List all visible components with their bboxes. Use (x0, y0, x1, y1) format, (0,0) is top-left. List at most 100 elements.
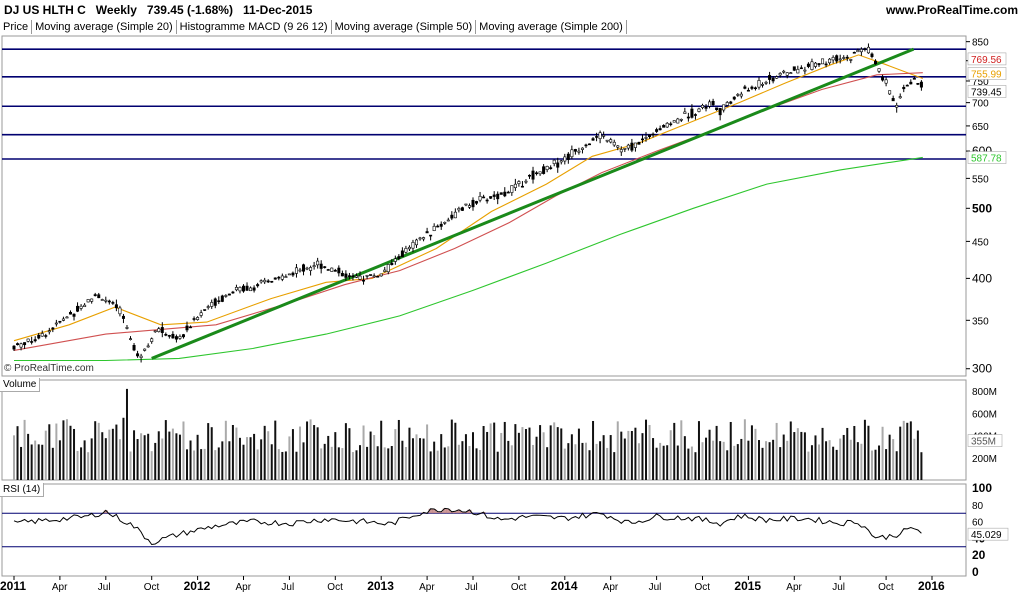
price-bar-body (330, 267, 334, 272)
volume-bar (214, 450, 217, 480)
price-bar (806, 62, 810, 69)
time-tick-label: Apr (52, 582, 68, 593)
volume-bar (143, 435, 146, 480)
price-bar (160, 322, 164, 338)
price-bar (902, 84, 906, 93)
price-bar (817, 63, 821, 68)
volume-bar (207, 423, 210, 480)
volume-bar (298, 426, 301, 480)
price-bar-body (150, 338, 154, 342)
last-price-label-box (967, 85, 1007, 98)
price-bar-body (453, 211, 457, 219)
price-bar-body (785, 72, 789, 76)
price-bar (796, 65, 800, 74)
price-bar (895, 102, 899, 113)
price-bar (86, 298, 90, 303)
rsi-overbought-fill (439, 511, 444, 514)
volume-bar (690, 446, 693, 480)
price-bar-body (319, 263, 323, 269)
price-bar (538, 171, 542, 176)
volume-bar (616, 421, 619, 480)
price-bar-body (527, 174, 531, 177)
price-bar-body (464, 203, 468, 206)
price-bar-body (796, 69, 800, 74)
volume-bar (740, 438, 743, 480)
price-bar (76, 302, 80, 313)
price-bar (453, 208, 457, 219)
price-bar-body (189, 326, 193, 329)
price-bar-body (386, 264, 390, 273)
time-tick-label: Jul (649, 582, 662, 593)
volume-bar (715, 425, 718, 480)
price-bar (778, 72, 782, 78)
price-bar-body (340, 272, 344, 277)
volume-bar (909, 421, 912, 480)
price-bar (189, 325, 193, 329)
price-bar (916, 83, 920, 86)
price-bar-body (227, 293, 231, 296)
volume-bar (277, 449, 280, 480)
price-bar (104, 296, 108, 304)
price-bar (623, 148, 627, 153)
volume-bar (34, 440, 37, 480)
price-bar-body (365, 274, 369, 277)
legend-ma200[interactable]: Moving average (Simple 200) (476, 20, 627, 34)
volume-bar (97, 422, 100, 480)
price-bar (718, 107, 722, 121)
price-bar (757, 77, 761, 90)
volume-bar (722, 441, 725, 480)
volume-bar (560, 428, 563, 480)
volume-bar (51, 447, 54, 480)
price-bar-body (771, 77, 775, 82)
price-bar-body (746, 89, 750, 92)
price-bar (676, 117, 680, 124)
volume-bar (359, 445, 362, 480)
price-bar-body (803, 69, 807, 72)
volume-bar (789, 421, 792, 480)
volume-bar (666, 445, 669, 480)
volume-bar (549, 425, 552, 480)
price-bar-body (835, 55, 839, 62)
volume-bar (249, 437, 252, 480)
price-bar (605, 139, 609, 143)
price-bar-body (277, 276, 281, 279)
time-tick-label: Oct (878, 582, 894, 593)
price-bar-body (390, 262, 394, 266)
volume-bar (23, 419, 26, 480)
volume-bar (376, 446, 379, 480)
price-bar-body (44, 335, 48, 337)
price-bar-body (566, 153, 570, 160)
price-bar (612, 139, 616, 147)
time-tick-label: Jul (281, 582, 294, 593)
legend-macd[interactable]: Histogramme MACD (9 26 12) (177, 20, 332, 34)
legend-price[interactable]: Price (0, 20, 33, 34)
price-tick-label: 400 (972, 271, 992, 285)
volume-bar (429, 451, 432, 480)
rsi-panel-frame (1, 483, 967, 577)
volume-bar (55, 423, 58, 480)
volume-bar (27, 433, 30, 480)
price-tick-label: 500 (972, 201, 992, 215)
price-bar (831, 55, 835, 64)
price-bar-body (715, 107, 719, 111)
legend-ma20[interactable]: Moving average (Simple 20) (32, 20, 177, 34)
price-bar (203, 309, 207, 312)
price-bar-body (856, 50, 860, 53)
volume-bar (387, 448, 390, 480)
time-tick-label: 2016 (918, 579, 945, 593)
price-bar (40, 330, 44, 337)
price-bar (54, 319, 58, 327)
price-bar-body (439, 223, 443, 227)
price-bar (337, 265, 341, 277)
price-bar-body (799, 67, 803, 70)
legend-ma50[interactable]: Moving average (Simple 50) (332, 20, 477, 34)
price-bar (273, 277, 277, 280)
site-link[interactable]: www.ProRealTime.com (885, 3, 1018, 17)
price-bar (174, 334, 178, 343)
volume-bar (246, 437, 249, 480)
price-bar (238, 286, 242, 294)
price-bar-body (213, 298, 217, 306)
price-bar (782, 69, 786, 74)
volume-bar (846, 427, 849, 480)
